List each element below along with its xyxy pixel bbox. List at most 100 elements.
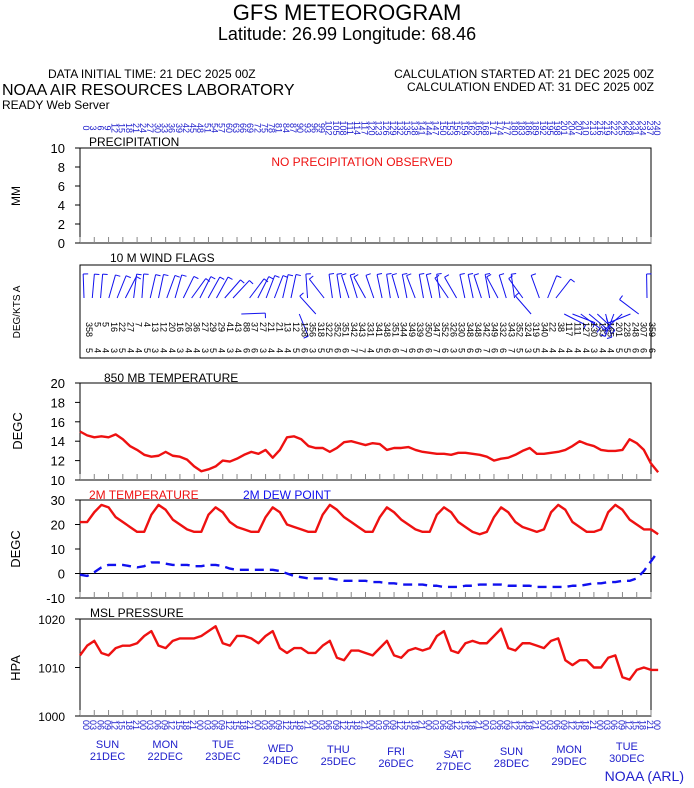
wind-speed-label: 6 <box>465 348 475 353</box>
wind-barb <box>305 274 309 299</box>
wind-direction-label: 27 <box>258 322 268 332</box>
top-hour-label: 168 <box>481 120 491 135</box>
bottom-hour-label: 06 <box>209 720 219 730</box>
wind-speed-label: 4 <box>581 348 591 353</box>
date-label: 26DEC <box>378 758 414 770</box>
bottom-hour-label: 12 <box>452 720 462 730</box>
wind-speed-label: 6 <box>498 348 508 353</box>
bottom-hour-label: 21 <box>416 720 426 730</box>
temp850-y-tick-label: 18 <box>51 395 65 410</box>
date-label: 28DEC <box>494 758 530 770</box>
wind-direction-label: 330 <box>457 322 467 337</box>
wind-direction-label: 5 <box>101 322 111 327</box>
wind-direction-label: 12 <box>291 322 301 332</box>
wind-speed-label: 6 <box>473 348 483 353</box>
wind-direction-label: 351 <box>341 322 351 337</box>
wind-barb-flag <box>365 273 371 276</box>
precip-note: NO PRECIPITATION OBSERVED <box>271 155 453 169</box>
chart-title: GFS METEOROGRAM <box>232 0 462 25</box>
bottom-hour-label: 06 <box>152 720 162 730</box>
bottom-hour-label: 18 <box>466 720 476 730</box>
wind-direction-label: 22 <box>548 322 558 332</box>
bottom-hour-label: 06 <box>438 720 448 730</box>
wind-barb <box>580 313 601 329</box>
precip-y-tick-label: 4 <box>58 198 65 213</box>
wind-speed-label: 4 <box>548 348 558 353</box>
bottom-hour-label: 09 <box>502 720 512 730</box>
bottom-hour-label: 09 <box>388 720 398 730</box>
bottom-hour-label: 03 <box>88 720 98 730</box>
day-of-week-label: FRI <box>387 746 405 758</box>
wind-barb-flag <box>611 330 616 335</box>
top-hour-label: 153 <box>445 120 455 135</box>
wind-speed-label: 4 <box>159 348 169 353</box>
top-hour-label: 126 <box>381 120 391 135</box>
bottom-hour-label: 12 <box>224 720 234 730</box>
bottom-hour-label: 12 <box>338 720 348 730</box>
date-label: 29DEC <box>551 756 587 768</box>
wind-barb <box>273 275 284 299</box>
top-hour-label: 219 <box>602 120 612 135</box>
wind-barb-flag <box>485 272 491 275</box>
calculation-started: CALCULATION STARTED AT: 21 DEC 2025 00Z <box>394 67 654 81</box>
wind-barb <box>336 274 342 299</box>
surface-y-tick-label: 20 <box>51 518 65 533</box>
top-hour-label: 45 <box>188 123 198 133</box>
wind-barb-flag <box>600 334 606 337</box>
wind-barb <box>290 274 297 299</box>
wind-barb-flag <box>606 336 612 339</box>
wind-barb-flag <box>181 274 187 277</box>
top-hour-label: 129 <box>388 120 398 135</box>
top-hour-label: 33 <box>160 123 170 133</box>
top-hour-label: 174 <box>495 120 505 135</box>
bottom-hour-label: 06 <box>495 720 505 730</box>
wind-barb <box>265 275 276 299</box>
wind-speed-label: 6 <box>407 348 417 353</box>
wind-direction-label: 27 <box>125 322 135 332</box>
bottom-hour-label: 15 <box>573 720 583 730</box>
wind-barb-flag <box>309 275 314 280</box>
top-hour-label: 150 <box>438 120 448 135</box>
top-hour-label: 99 <box>317 123 327 133</box>
wind-direction-label: 4 <box>142 322 152 327</box>
wind-barb-flag <box>299 292 304 297</box>
wind-barb-flag <box>268 276 274 280</box>
bottom-hour-label: 12 <box>566 720 576 730</box>
top-hour-label: 120 <box>367 120 377 135</box>
wind-barb <box>365 275 375 299</box>
top-hour-label: 210 <box>581 120 591 135</box>
top-hour-label: 207 <box>573 120 583 135</box>
day-of-week-label: MON <box>152 739 178 751</box>
top-hour-label: 75 <box>259 123 269 133</box>
wind-direction-label: 340 <box>539 322 549 337</box>
bottom-hour-label: 15 <box>345 720 355 730</box>
wind-direction-label: 348 <box>473 322 483 337</box>
bottom-hour-label: 06 <box>609 720 619 730</box>
wind-barb-flag <box>227 276 233 280</box>
wind-speed-label: 5 <box>515 348 525 353</box>
wind-barb <box>530 275 540 299</box>
top-hour-label: 108 <box>338 120 348 135</box>
wind-speed-label: 7 <box>506 348 516 353</box>
top-hour-label: 144 <box>424 120 434 135</box>
wind-direction-label: 201 <box>614 322 624 337</box>
wind-direction-label: 13 <box>150 322 160 332</box>
wind-speed-label: 5 <box>291 348 301 353</box>
server-name: READY Web Server <box>2 98 110 112</box>
wind-direction-label: 326 <box>448 322 458 337</box>
top-hour-label: 192 <box>538 120 548 135</box>
bottom-hour-label: 06 <box>324 720 334 730</box>
wind-direction-label: 228 <box>622 322 632 337</box>
wind-direction-label: 133 <box>597 322 607 337</box>
wind-speed-label: 6 <box>440 348 450 353</box>
wind-direction-label: 322 <box>324 322 334 337</box>
top-hour-label: 117 <box>359 121 369 135</box>
bottom-hour-label: 00 <box>538 720 548 730</box>
wind-barb-flag <box>391 273 397 276</box>
wind-barb <box>401 274 408 299</box>
mslp-y-tick-label: 1000 <box>38 710 65 724</box>
wind-direction-label: 127 <box>581 322 591 337</box>
wind-barb <box>596 313 616 331</box>
bottom-hour-label: 18 <box>181 720 191 730</box>
wind-barb <box>174 274 183 299</box>
